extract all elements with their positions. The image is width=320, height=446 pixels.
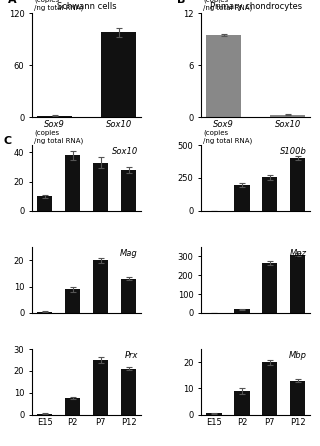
Bar [121,369,136,415]
Bar [262,362,277,415]
Text: A: A [8,0,17,5]
Bar [65,398,80,415]
Bar [262,178,277,211]
Bar [206,35,241,117]
Text: C: C [3,136,11,146]
Bar [290,158,305,211]
Text: Prx: Prx [124,351,138,360]
Bar [270,115,305,117]
Bar [121,279,136,313]
Bar [262,263,277,313]
Text: Sox10: Sox10 [112,147,138,156]
Bar [234,391,250,415]
Text: (copies
/ng total RNA): (copies /ng total RNA) [204,129,253,144]
Bar [234,309,250,313]
Title: Schwann cells: Schwann cells [57,2,116,11]
Bar [65,289,80,313]
Bar [290,255,305,313]
Bar [37,196,52,211]
Bar [37,311,52,313]
Bar [93,360,108,415]
Text: (copies
/ng total RNA): (copies /ng total RNA) [34,0,84,11]
Text: B: B [177,0,186,5]
Text: (copies
/ng total RNA): (copies /ng total RNA) [34,129,84,144]
Text: (copies
/ng total RNA): (copies /ng total RNA) [204,0,253,11]
Text: Mbp: Mbp [289,351,307,360]
Text: S100b: S100b [280,147,307,156]
Title: Primary chondrocytes: Primary chondrocytes [210,2,302,11]
Bar [234,185,250,211]
Bar [121,170,136,211]
Bar [37,414,52,415]
Bar [93,260,108,313]
Bar [206,413,221,415]
Bar [93,163,108,211]
Bar [65,155,80,211]
Text: Mpz: Mpz [290,249,307,258]
Text: Mag: Mag [120,249,138,258]
Bar [37,116,72,117]
Bar [101,33,136,117]
Bar [290,380,305,415]
